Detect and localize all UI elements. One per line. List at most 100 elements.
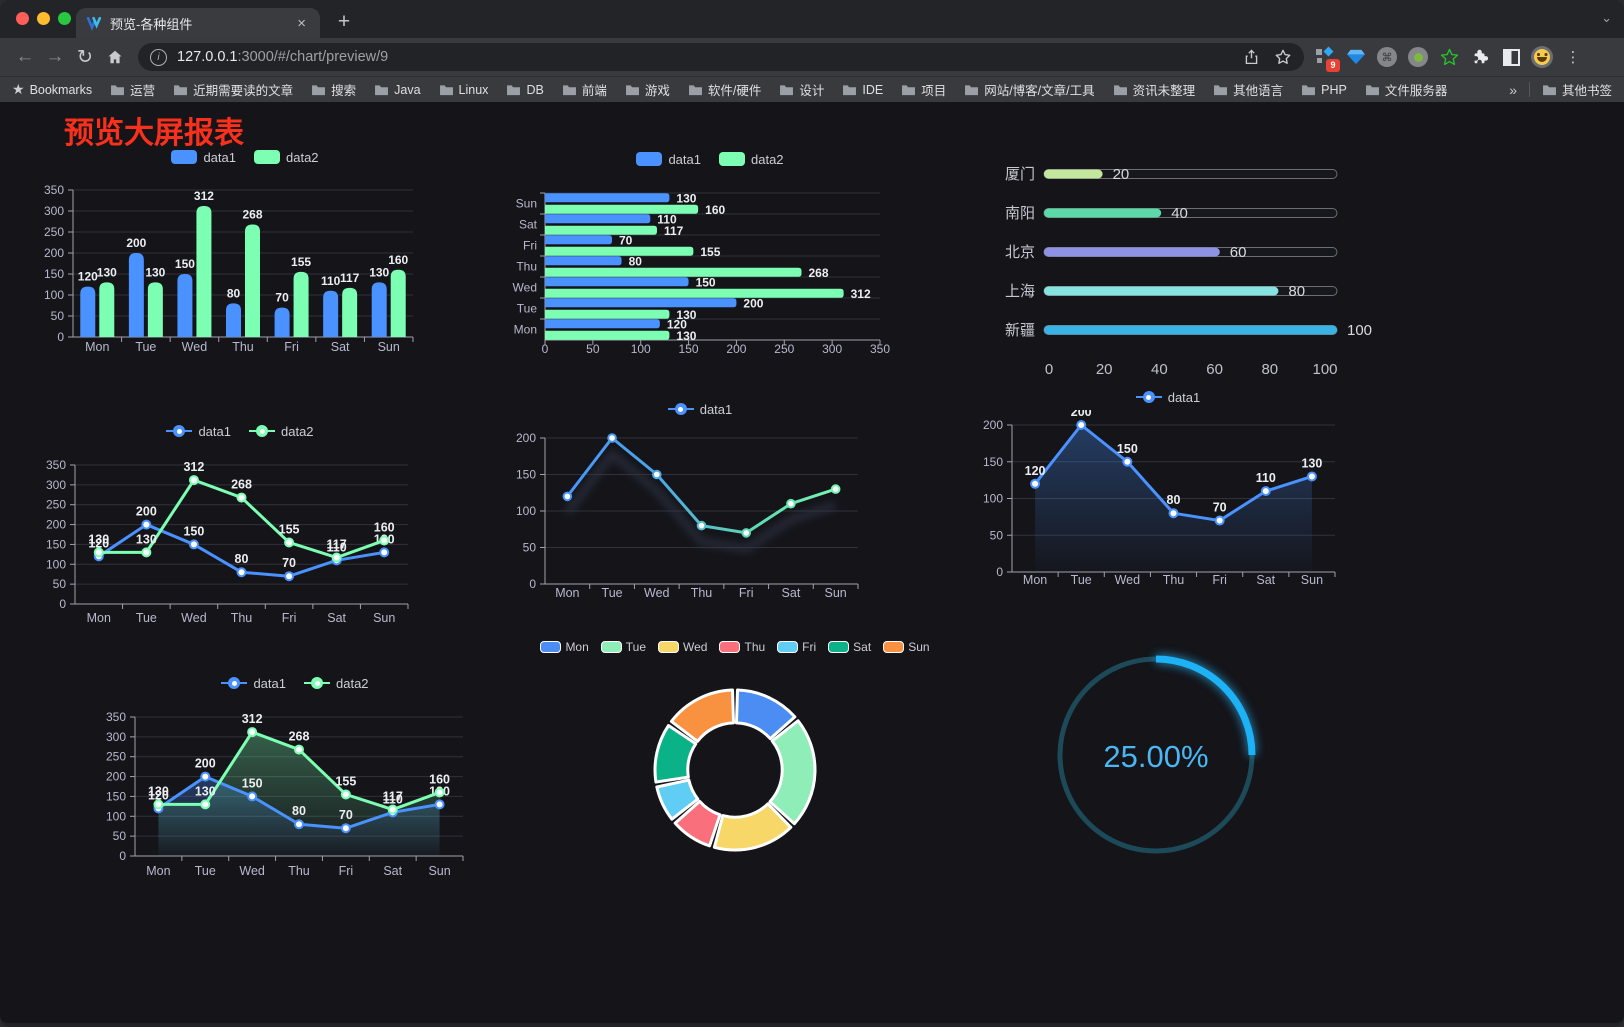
svg-text:110: 110: [383, 792, 403, 806]
svg-text:130: 130: [88, 532, 109, 546]
svg-text:268: 268: [242, 207, 262, 221]
bookmark-folder[interactable]: DB: [506, 83, 544, 97]
svg-text:200: 200: [1071, 410, 1092, 419]
url-bar[interactable]: i 127.0.0.1:3000/#/chart/preview/9: [138, 43, 1304, 71]
bookmark-star-icon[interactable]: [1274, 48, 1292, 66]
new-tab-button[interactable]: +: [337, 10, 351, 33]
back-button[interactable]: ←: [15, 46, 35, 67]
bookmark-folder[interactable]: 项目: [901, 80, 946, 99]
svg-text:268: 268: [809, 266, 829, 280]
svg-text:350: 350: [44, 183, 64, 197]
bookmark-folder-label: Java: [394, 82, 421, 97]
reload-button[interactable]: ↻: [77, 46, 93, 68]
legend-label: Thu: [744, 640, 766, 654]
minimize-window-button[interactable]: [37, 12, 50, 25]
bookmark-folder[interactable]: 其他语言: [1213, 80, 1283, 99]
legend-item-Wed[interactable]: Wed: [658, 640, 707, 654]
legend-item-data2[interactable]: data2: [249, 424, 314, 439]
profile-avatar[interactable]: [1529, 43, 1555, 71]
bookmark-folder[interactable]: 运营: [110, 80, 155, 99]
maximize-window-button[interactable]: [58, 12, 71, 25]
legend-item-data1[interactable]: data1: [636, 152, 701, 167]
legend-item-Tue[interactable]: Tue: [600, 640, 646, 654]
dark-mode-extension-icon[interactable]: [1498, 43, 1524, 71]
legend-item-data2[interactable]: data2: [254, 150, 319, 165]
legend-item-data1[interactable]: data1: [171, 150, 236, 165]
folder-icon: [843, 84, 857, 95]
svg-text:200: 200: [743, 296, 763, 310]
bookmark-folder[interactable]: 设计: [779, 80, 824, 99]
svg-text:0: 0: [119, 849, 126, 863]
svg-text:0: 0: [542, 342, 549, 356]
bookmark-folder[interactable]: PHP: [1301, 83, 1347, 97]
recorder-extension-icon[interactable]: [1405, 43, 1431, 71]
svg-text:130: 130: [97, 265, 117, 279]
bookmark-folder[interactable]: 资讯未整理: [1113, 80, 1195, 99]
other-bookmarks-folder[interactable]: 其他书签: [1542, 80, 1612, 99]
legend-item-Sat[interactable]: Sat: [828, 640, 871, 654]
tab-search-chevron-icon[interactable]: ⌄: [1601, 10, 1612, 25]
svg-text:160: 160: [374, 520, 395, 534]
bookmark-folder[interactable]: Java: [374, 82, 421, 97]
folder-icon: [688, 84, 702, 95]
proxy-extension-icon[interactable]: 9: [1312, 43, 1340, 72]
legend-marker: [1135, 390, 1162, 404]
bookmark-folder-label: 前端: [581, 84, 607, 98]
legend-item-Fri[interactable]: Fri: [777, 640, 816, 654]
svg-text:130: 130: [676, 191, 696, 205]
bookmarks-manager-item[interactable]: ★ Bookmarks: [12, 81, 92, 98]
svg-text:130: 130: [1301, 456, 1322, 470]
legend-item-data1[interactable]: data1: [221, 676, 286, 691]
bookmarks-overflow-icon[interactable]: »: [1509, 81, 1517, 98]
gem-extension-icon[interactable]: [1343, 43, 1369, 71]
bookmark-folder[interactable]: 游戏: [625, 80, 670, 99]
bookmark-folder[interactable]: Linux: [439, 82, 489, 97]
svg-text:120: 120: [88, 536, 109, 550]
forward-button[interactable]: →: [45, 46, 65, 67]
bookmark-folder[interactable]: 近期需要读的文章: [173, 80, 293, 99]
url-path: :3000/#/chart/preview/9: [237, 49, 389, 65]
legend-item-Thu[interactable]: Thu: [719, 640, 765, 654]
extensions-puzzle-icon[interactable]: [1467, 43, 1493, 71]
bookmark-folder-label: 文件服务器: [1384, 84, 1448, 98]
page-info-icon[interactable]: i: [150, 48, 167, 66]
legend-item-Mon[interactable]: Mon: [540, 640, 589, 654]
browser-tab[interactable]: 预览-各种组件 ×: [76, 8, 320, 38]
close-window-button[interactable]: [16, 12, 29, 25]
legend-item-data1[interactable]: data1: [1135, 390, 1200, 405]
legend-item-data2[interactable]: data2: [304, 676, 369, 691]
svg-text:300: 300: [46, 478, 66, 492]
svg-text:80: 80: [1288, 283, 1305, 300]
bookmark-folder[interactable]: 网站/博客/文章/工具: [964, 80, 1095, 99]
bookmark-folder[interactable]: 前端: [562, 80, 607, 99]
svg-text:0: 0: [59, 597, 66, 611]
svg-text:80: 80: [1261, 361, 1278, 378]
svg-text:Sun: Sun: [1301, 573, 1323, 587]
legend-marker: [166, 424, 193, 438]
bookmark-folder-label: Linux: [458, 82, 489, 97]
green-star-extension-icon[interactable]: [1436, 43, 1462, 71]
share-icon[interactable]: [1243, 48, 1260, 66]
legend-item-Sun[interactable]: Sun: [883, 640, 930, 654]
bookmark-folder-label: 网站/博客/文章/工具: [984, 84, 1095, 98]
home-button[interactable]: [100, 42, 130, 72]
bookmark-folder[interactable]: 文件服务器: [1365, 80, 1448, 99]
legend-item-data1[interactable]: data1: [667, 402, 732, 417]
browser-menu-button[interactable]: ⋮: [1565, 49, 1581, 66]
svg-text:70: 70: [275, 291, 289, 305]
bookmark-folder[interactable]: 软件/硬件: [688, 80, 761, 99]
svg-text:0: 0: [57, 330, 64, 344]
svg-text:Tue: Tue: [136, 611, 157, 625]
svg-text:0: 0: [996, 565, 1003, 579]
legend-item-data2[interactable]: data2: [719, 152, 784, 167]
svg-text:350: 350: [46, 458, 66, 472]
svg-text:150: 150: [175, 257, 195, 271]
legend-item-data1[interactable]: data1: [166, 424, 231, 439]
command-extension-icon[interactable]: ⌘: [1374, 43, 1400, 71]
extensions-area: 9 ⌘ ⋮: [1312, 43, 1586, 72]
tab-close-icon[interactable]: ×: [297, 14, 306, 32]
legend-marker: [828, 641, 850, 653]
bookmark-folder[interactable]: IDE: [842, 83, 883, 97]
svg-text:Fri: Fri: [739, 586, 754, 600]
bookmark-folder[interactable]: 搜索: [311, 80, 356, 99]
